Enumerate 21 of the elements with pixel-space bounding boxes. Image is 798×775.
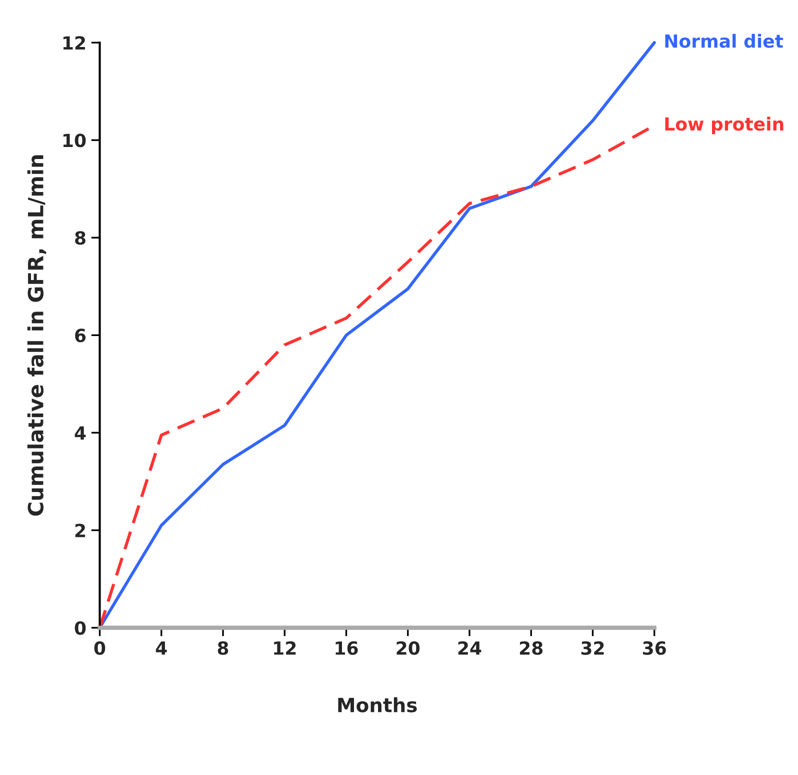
- y-tick-label: 2: [75, 524, 85, 538]
- y-tick-label: 6: [75, 328, 86, 342]
- x-tick-label: 12: [274, 641, 296, 655]
- y-tick-label: 0: [74, 621, 86, 635]
- x-tick-label: 16: [336, 641, 358, 655]
- x-tick-label: 8: [218, 641, 228, 655]
- y-tick-label: 8: [75, 231, 86, 245]
- series-label: Low protein: [665, 116, 784, 134]
- x-tick-label: 32: [581, 641, 604, 655]
- series-label: Normal diet: [665, 34, 784, 48]
- y-tick-label: 4: [74, 426, 86, 440]
- x-tick-label: 28: [520, 641, 543, 655]
- y-tick-label: 10: [63, 134, 86, 148]
- y-tick-label: 12: [63, 36, 85, 50]
- x-tick-label: 20: [396, 641, 420, 655]
- x-tick-label: 36: [643, 641, 666, 655]
- x-tick-label: 0: [94, 641, 106, 655]
- y-axis-title: Cumulative fall in GFR, mL/min: [27, 155, 46, 516]
- x-axis-title: Months: [338, 697, 417, 712]
- x-tick-label: 4: [156, 642, 167, 655]
- x-tick-label: 24: [458, 641, 482, 655]
